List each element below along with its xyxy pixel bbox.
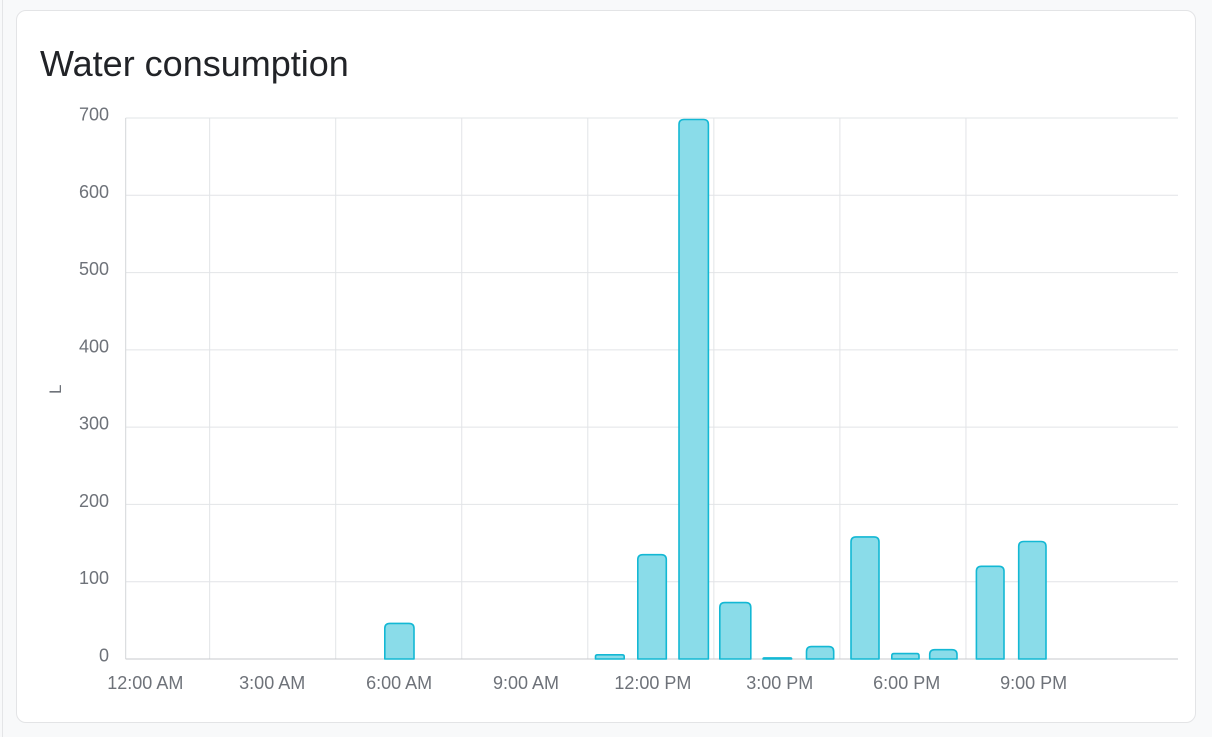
svg-text:300: 300 [79, 414, 109, 434]
svg-text:100: 100 [79, 568, 109, 588]
svg-text:0: 0 [99, 646, 109, 666]
svg-text:500: 500 [79, 259, 109, 279]
svg-text:9:00 AM: 9:00 AM [493, 673, 559, 693]
svg-text:3:00 PM: 3:00 PM [746, 673, 813, 693]
svg-text:700: 700 [79, 105, 109, 125]
svg-text:400: 400 [79, 336, 109, 356]
svg-text:200: 200 [79, 491, 109, 511]
svg-text:12:00 PM: 12:00 PM [614, 673, 691, 693]
svg-text:12:00 AM: 12:00 AM [107, 673, 183, 693]
svg-text:600: 600 [79, 182, 109, 202]
svg-text:6:00 PM: 6:00 PM [873, 673, 940, 693]
svg-text:9:00 PM: 9:00 PM [1000, 673, 1067, 693]
svg-text:3:00 AM: 3:00 AM [239, 673, 305, 693]
svg-text:6:00 AM: 6:00 AM [366, 673, 432, 693]
